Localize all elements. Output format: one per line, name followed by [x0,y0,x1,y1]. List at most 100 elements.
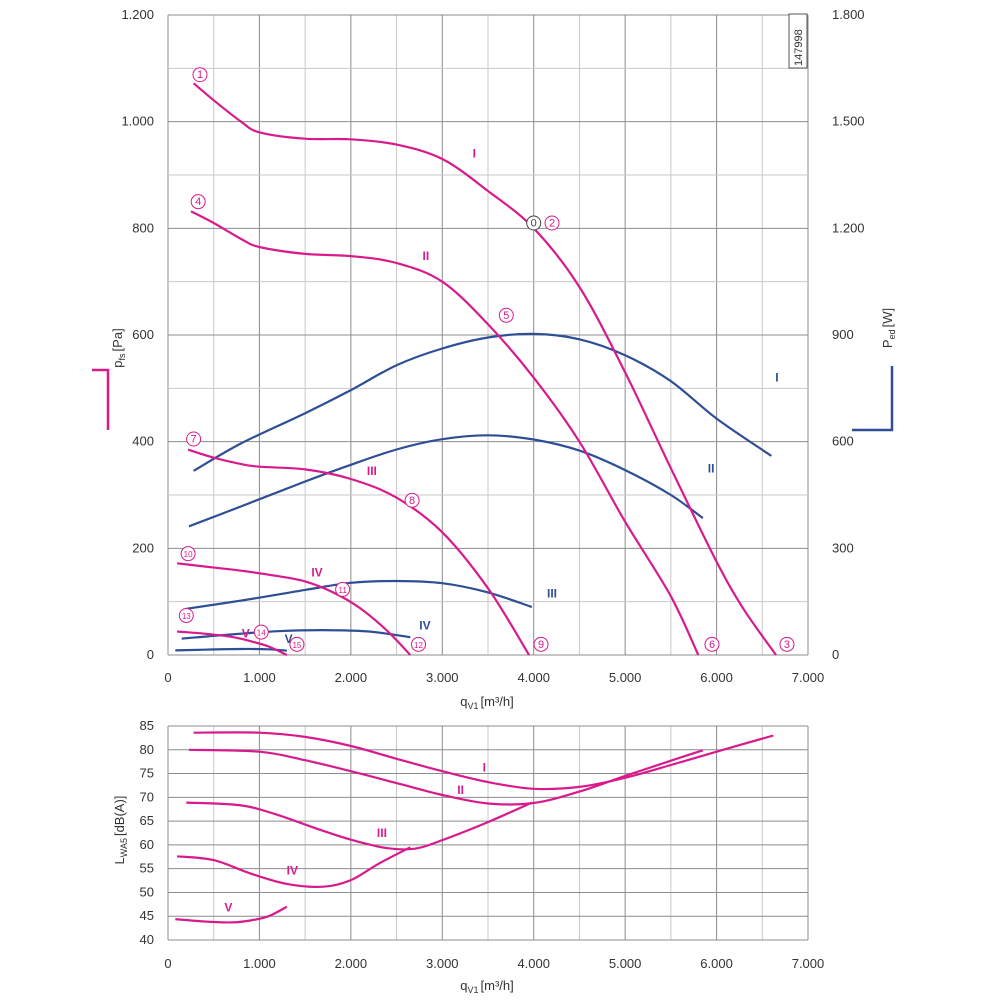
top-x-tick-label: 4.000 [517,670,550,685]
curve-label-power: V [285,632,293,646]
operating-point-marker [192,67,208,83]
operating-point-marker [779,636,795,652]
top-grid [167,14,809,656]
operating-point-marker [178,608,194,624]
operating-point-label: 6 [709,639,715,651]
operating-point-label: 14 [257,629,266,638]
operating-point-marker [533,636,549,652]
bottom-y-axis-title: LWA5[dB(A)] [112,796,129,865]
bottom-y-tick-label: 55 [140,861,154,876]
sound-curve-label: III [377,826,387,840]
bottom-y-tick-label: 75 [140,766,154,781]
bottom-y-tick-label: 80 [140,742,154,757]
code-stamp-box [788,13,808,69]
code-stamp: 147998 [793,29,805,66]
pressure-curve-iii [187,448,531,656]
bottom-y-tick-label: 45 [140,908,154,923]
top-right-tick-label: 1.500 [832,114,865,129]
top-left-tick-label: 400 [132,434,154,449]
curve-label-pressure: III [367,464,377,478]
top-right-axis-title: Ped[W] [880,308,897,348]
top-left-tick-label: 800 [132,220,154,235]
operating-point-marker [190,194,206,210]
bottom-x-tick-label: 7.000 [792,956,825,971]
sound-curve-label: I [483,760,486,774]
sound-curve-ii [188,748,704,806]
operating-point-label: 8 [409,495,415,507]
sound-curve-iii [186,801,533,851]
sound-curve-label: II [457,783,464,797]
bottom-x-tick-label: 5.000 [609,956,642,971]
operating-point-label: 13 [182,612,191,621]
pressure-curve-i [192,82,777,656]
curve-label-power: I [775,371,778,385]
curve-label-power: IV [419,619,430,633]
operating-point-marker [411,636,427,652]
sound-curve-label: IV [287,864,298,878]
curve-label-power: III [547,587,557,601]
operating-point-label: 11 [338,586,347,595]
sound-curve-label: V [224,901,232,915]
bottom-grid [167,725,809,941]
sound-curve-i [193,731,774,791]
pressure-curve-v [177,630,288,657]
operating-point-marker [180,546,196,562]
curve-label-pressure: II [422,249,429,263]
bottom-x-tick-label: 3.000 [426,956,459,971]
bottom-x-tick-label: 0 [164,956,171,971]
operating-point-marker [253,624,269,640]
top-left-axis-title: pfs[Pa] [110,328,127,367]
power-curve-i [193,332,773,472]
sound-curve-v [175,905,288,924]
top-axes: 0 1.000 2.000 3.000 4.000 5.000 6.000 7.0000200… [121,7,864,685]
power-curve-v [175,647,287,652]
top-x-tick-label: 7.000 [792,670,825,685]
top-x-tick-label: 0 [164,670,171,685]
bottom-x-tick-label: 1.000 [243,956,276,971]
operating-point-marker [186,431,202,447]
power-curve-iii [186,579,533,610]
operating-point-label: 7 [191,434,197,446]
bottom-y-tick-label: 40 [140,932,154,947]
top-x-tick-label: 1.000 [243,670,276,685]
top-x-tick-label: 6.000 [700,670,733,685]
top-series [175,82,777,657]
top-x-tick-label: 5.000 [609,670,642,685]
curve-label-pressure: IV [311,565,322,579]
top-right-tick-label: 300 [832,540,854,555]
operating-point-label: 2 [549,218,555,230]
operating-point-label: 1 [197,69,203,81]
power-curve-ii [188,434,704,528]
top-left-tick-label: 0 [147,647,154,662]
top-x-tick-label: 2.000 [335,670,368,685]
operating-point-label: 10 [184,550,193,559]
operating-point-label: 12 [414,641,423,650]
bottom-y-tick-label: 50 [140,884,154,899]
top-left-tick-label: 200 [132,540,154,555]
operating-point-label: 3 [784,639,790,651]
top-left-tick-label: 1.200 [121,7,154,22]
curve-label-pressure: V [242,627,250,641]
top-right-tick-label: 900 [832,327,854,342]
top-right-tick-label: 1.200 [832,220,865,235]
top-right-tick-label: 1.800 [832,7,865,22]
bottom-series [175,731,774,924]
pressure-curve-iv [176,562,412,656]
operating-point-label: 5 [503,310,509,322]
operating-point-marker [335,581,351,597]
bottom-y-tick-label: 65 [140,813,154,828]
operating-point-label: 0 [531,218,537,230]
top-left-tick-label: 1.000 [121,114,154,129]
top-left-tick-label: 600 [132,327,154,342]
curve-label-power: II [708,461,715,475]
bottom-x-axis-title: qV1 [m³/h] [460,978,513,995]
operating-point-label: 9 [538,639,544,651]
bottom-y-tick-label: 85 [140,718,154,733]
pressure-curve-ii [190,210,700,656]
operating-point-marker [704,636,720,652]
bottom-x-tick-label: 4.000 [517,956,550,971]
